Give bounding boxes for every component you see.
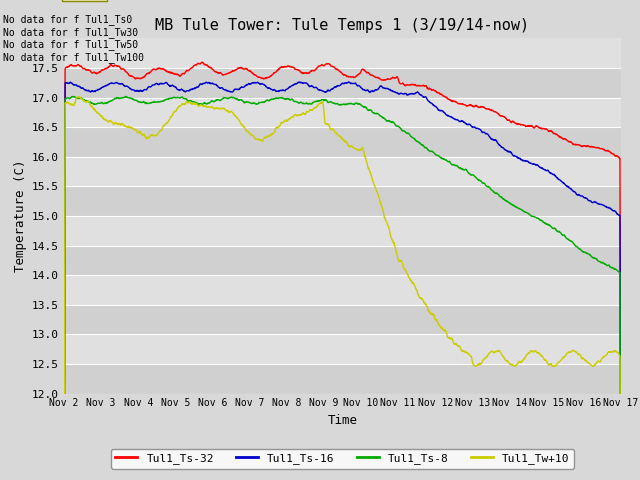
- Bar: [64, 68, 621, 97]
- Bar: [64, 216, 621, 246]
- X-axis label: Time: Time: [328, 414, 357, 427]
- Bar: [64, 97, 621, 127]
- Legend: Tul1_Ts-32, Tul1_Ts-16, Tul1_Ts-8, Tul1_Tw+10: Tul1_Ts-32, Tul1_Ts-16, Tul1_Ts-8, Tul1_…: [111, 449, 574, 468]
- Y-axis label: Temperature (C): Temperature (C): [13, 160, 27, 272]
- Bar: [64, 275, 621, 305]
- Bar: [64, 127, 621, 157]
- Title: MB Tule Tower: Tule Temps 1 (3/19/14-now): MB Tule Tower: Tule Temps 1 (3/19/14-now…: [156, 18, 529, 33]
- Bar: [64, 246, 621, 275]
- Bar: [64, 157, 621, 186]
- Text: No data for f Tul1_Ts0
No data for f Tul1_Tw30
No data for f Tul1_Tw50
No data f: No data for f Tul1_Ts0 No data for f Tul…: [3, 14, 144, 63]
- Bar: [64, 364, 621, 394]
- Bar: [64, 186, 621, 216]
- Bar: [64, 305, 621, 335]
- Bar: [64, 335, 621, 364]
